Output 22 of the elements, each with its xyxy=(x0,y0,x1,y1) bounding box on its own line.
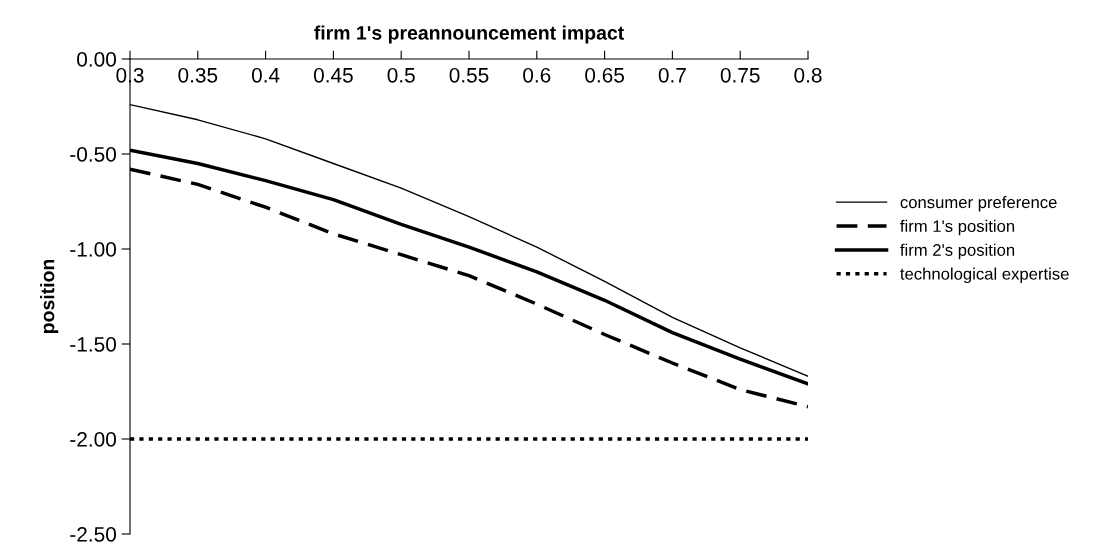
legend-label: consumer preference xyxy=(900,195,1057,212)
y-tick-label: -2.50 xyxy=(70,527,116,542)
y-tick-label: -0.50 xyxy=(70,147,116,162)
x-tick-label: 0.4 xyxy=(251,67,280,83)
legend-label: technological expertise xyxy=(900,267,1069,284)
x-tick-label: 0.45 xyxy=(313,67,353,83)
chart-title: firm 1's preannouncement impact xyxy=(314,25,624,44)
y-tick-label: -1.50 xyxy=(70,337,116,352)
legend-label: firm 2's position xyxy=(900,243,1015,260)
y-axis-title: position xyxy=(40,259,59,334)
x-tick-label: 0.5 xyxy=(387,67,415,83)
x-tick-label: 0.35 xyxy=(178,67,218,83)
x-tick-label: 0.8 xyxy=(794,67,822,83)
y-tick-label: -1.00 xyxy=(70,242,116,257)
x-tick-label: 0.6 xyxy=(523,67,551,83)
legend-label: firm 1's position xyxy=(900,219,1015,236)
y-tick-label: 0.00 xyxy=(77,52,116,67)
x-tick-label: 0.55 xyxy=(449,67,489,83)
x-tick-label: 0.75 xyxy=(720,67,760,83)
x-tick-label: 0.7 xyxy=(658,67,686,83)
y-tick-label: -2.00 xyxy=(70,432,116,447)
x-tick-label: 0.65 xyxy=(585,67,624,83)
